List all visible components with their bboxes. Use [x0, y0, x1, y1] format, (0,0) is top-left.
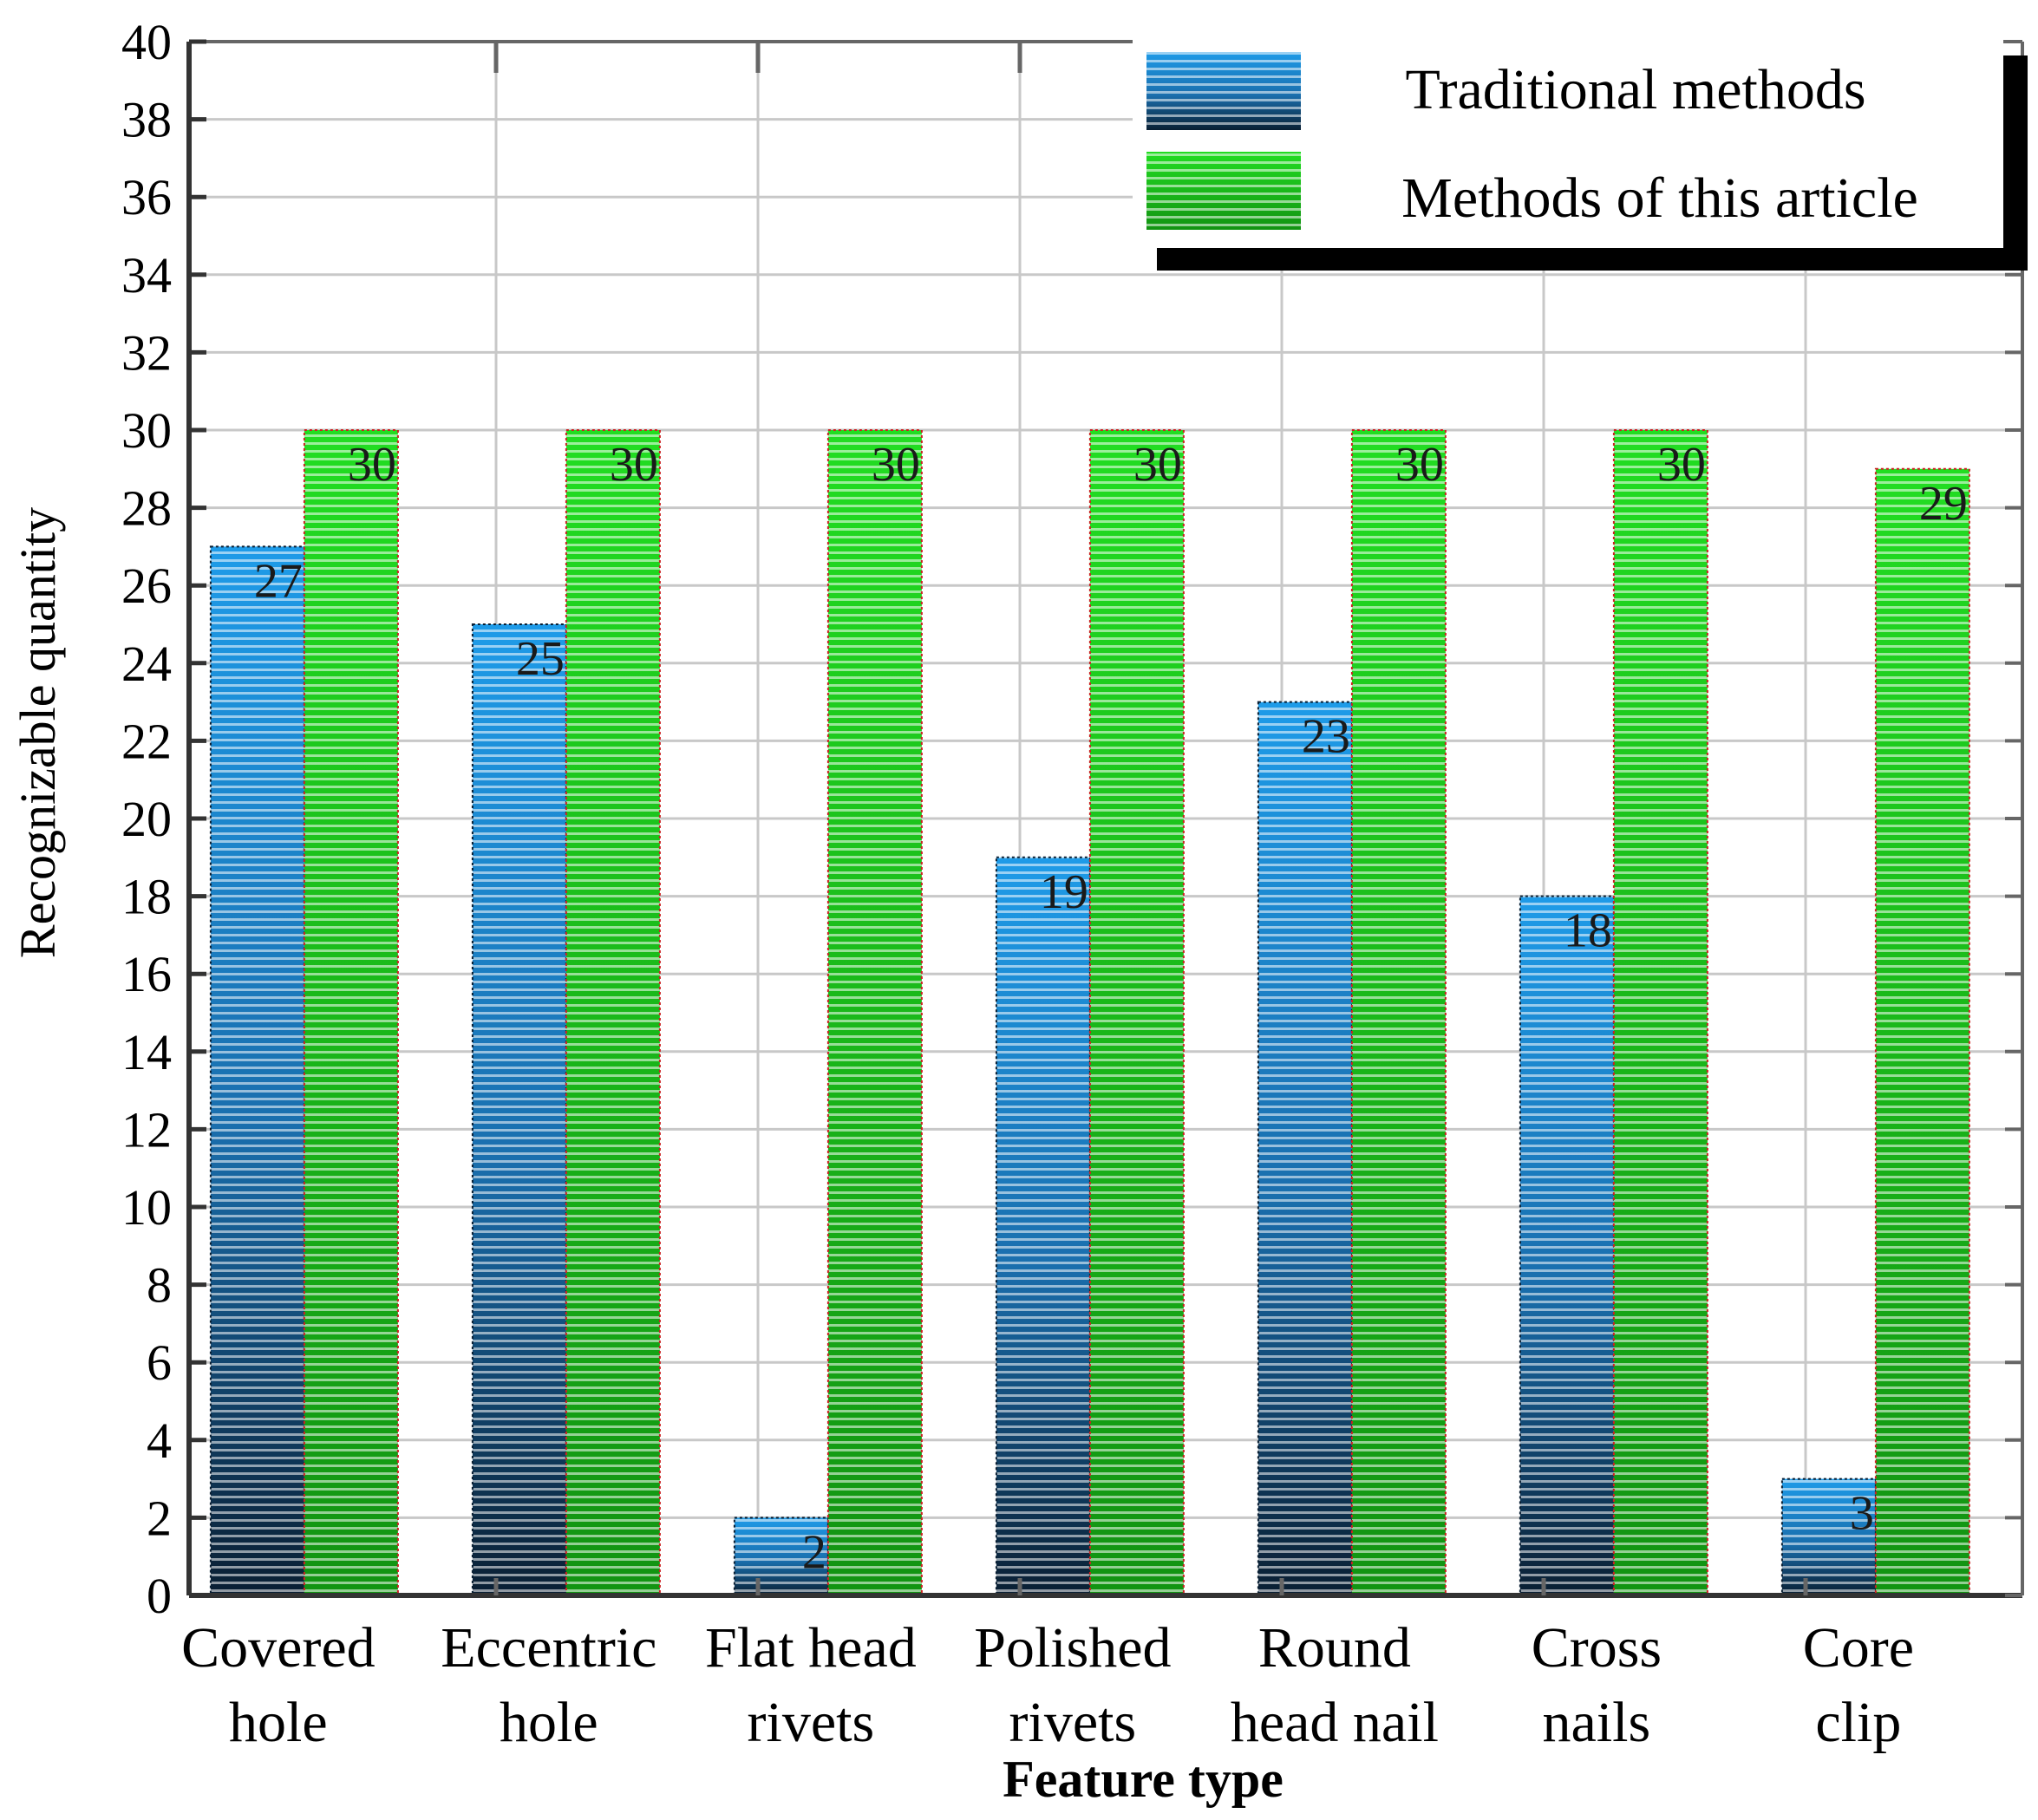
- bar-outline: [1257, 701, 1353, 1596]
- data-label: 30: [1395, 438, 1444, 492]
- data-label: 18: [1564, 904, 1612, 958]
- bar-stripes: [1875, 468, 1969, 1595]
- y-tick-label: 6: [147, 1334, 172, 1391]
- bar-stripes: [1781, 1478, 1876, 1595]
- bar-stripes: [996, 857, 1090, 1595]
- y-tick-label: 16: [121, 946, 172, 1002]
- bar-stripes: [827, 430, 922, 1595]
- x-category-label: hole: [500, 1691, 598, 1754]
- x-category-label: rivets: [1009, 1691, 1137, 1754]
- data-label: 30: [348, 438, 396, 492]
- x-category-label: Round: [1258, 1616, 1411, 1680]
- data-label: 27: [254, 554, 303, 608]
- y-tick-label: 26: [121, 558, 172, 614]
- x-category-label: Flat head: [705, 1616, 917, 1680]
- bar-stripes: [1089, 430, 1184, 1595]
- x-category-label: Eccentric: [441, 1616, 656, 1680]
- x-category-label: Covered: [181, 1616, 376, 1680]
- legend: Traditional methods Methods of this arti…: [1133, 33, 2028, 271]
- x-category-label: Cross: [1532, 1616, 1662, 1680]
- data-label: 29: [1919, 477, 1968, 531]
- y-tick-label: 40: [121, 14, 172, 70]
- x-category-label: nails: [1543, 1691, 1651, 1754]
- legend-label-this-article: Methods of this article: [1401, 166, 1918, 230]
- x-category-label: hole: [229, 1691, 328, 1754]
- bar-stripes: [472, 624, 566, 1595]
- y-tick-label: 8: [147, 1257, 172, 1314]
- y-tick-label: 34: [121, 247, 172, 303]
- y-tick-label: 20: [121, 791, 172, 847]
- legend-label-traditional: Traditional methods: [1405, 58, 1865, 121]
- data-label: 30: [610, 438, 658, 492]
- y-tick-label: 14: [121, 1024, 172, 1080]
- x-category-label: rivets: [748, 1691, 875, 1754]
- bar-stripes: [1257, 701, 1352, 1595]
- x-axis-title: Feature type: [1003, 1751, 1284, 1808]
- bar-stripes: [304, 430, 398, 1595]
- data-label: 30: [872, 438, 920, 492]
- y-tick-label: 28: [121, 480, 172, 537]
- x-category-label: head nail: [1231, 1691, 1439, 1754]
- bar-stripes: [210, 546, 304, 1595]
- data-labels: 27 30 25 30 2 30 19 30 23 30 18 30 3 29: [254, 438, 1968, 1579]
- data-label: 2: [802, 1525, 826, 1579]
- data-label: 19: [1040, 865, 1088, 919]
- data-label: 3: [1850, 1487, 1874, 1541]
- y-tick-label: 30: [121, 402, 172, 459]
- y-tick-label: 18: [121, 869, 172, 925]
- y-tick-label: 32: [121, 324, 172, 381]
- bar-stripes: [734, 1517, 828, 1595]
- bar-outline: [1874, 467, 1970, 1596]
- y-tick-label: 38: [121, 92, 172, 148]
- x-category-label: Polished: [974, 1616, 1171, 1680]
- y-tick-label: 36: [121, 169, 172, 225]
- y-tick-label: 12: [121, 1101, 172, 1158]
- bar-stripes: [1519, 896, 1614, 1595]
- x-category-label: clip: [1815, 1691, 1901, 1754]
- y-tick-label: 0: [147, 1568, 172, 1624]
- bar-outline: [995, 856, 1091, 1596]
- y-tick-label: 22: [121, 713, 172, 769]
- y-axis-title: Recognizable quantity: [10, 507, 66, 958]
- y-tick-label: 10: [121, 1179, 172, 1236]
- bar-stripes: [1613, 430, 1708, 1595]
- x-category-labels: Covered hole Eccentric hole Flat head rivets P…: [181, 1616, 1914, 1754]
- bar-stripes: [565, 430, 660, 1595]
- legend-swatch-traditional-stripes: [1146, 52, 1301, 130]
- bars: [209, 429, 1970, 1597]
- y-tick-label: 2: [147, 1490, 172, 1546]
- x-category-label: Core: [1803, 1616, 1914, 1680]
- legend-swatch-this-article-stripes: [1146, 152, 1301, 230]
- data-label: 30: [1133, 438, 1182, 492]
- bar-stripes: [1351, 430, 1446, 1595]
- y-tick-label: 4: [147, 1412, 172, 1469]
- data-label: 25: [516, 632, 565, 686]
- y-tick-label: 24: [121, 636, 172, 692]
- data-label: 23: [1302, 710, 1350, 764]
- data-label: 30: [1657, 438, 1706, 492]
- bar-outline: [209, 545, 305, 1596]
